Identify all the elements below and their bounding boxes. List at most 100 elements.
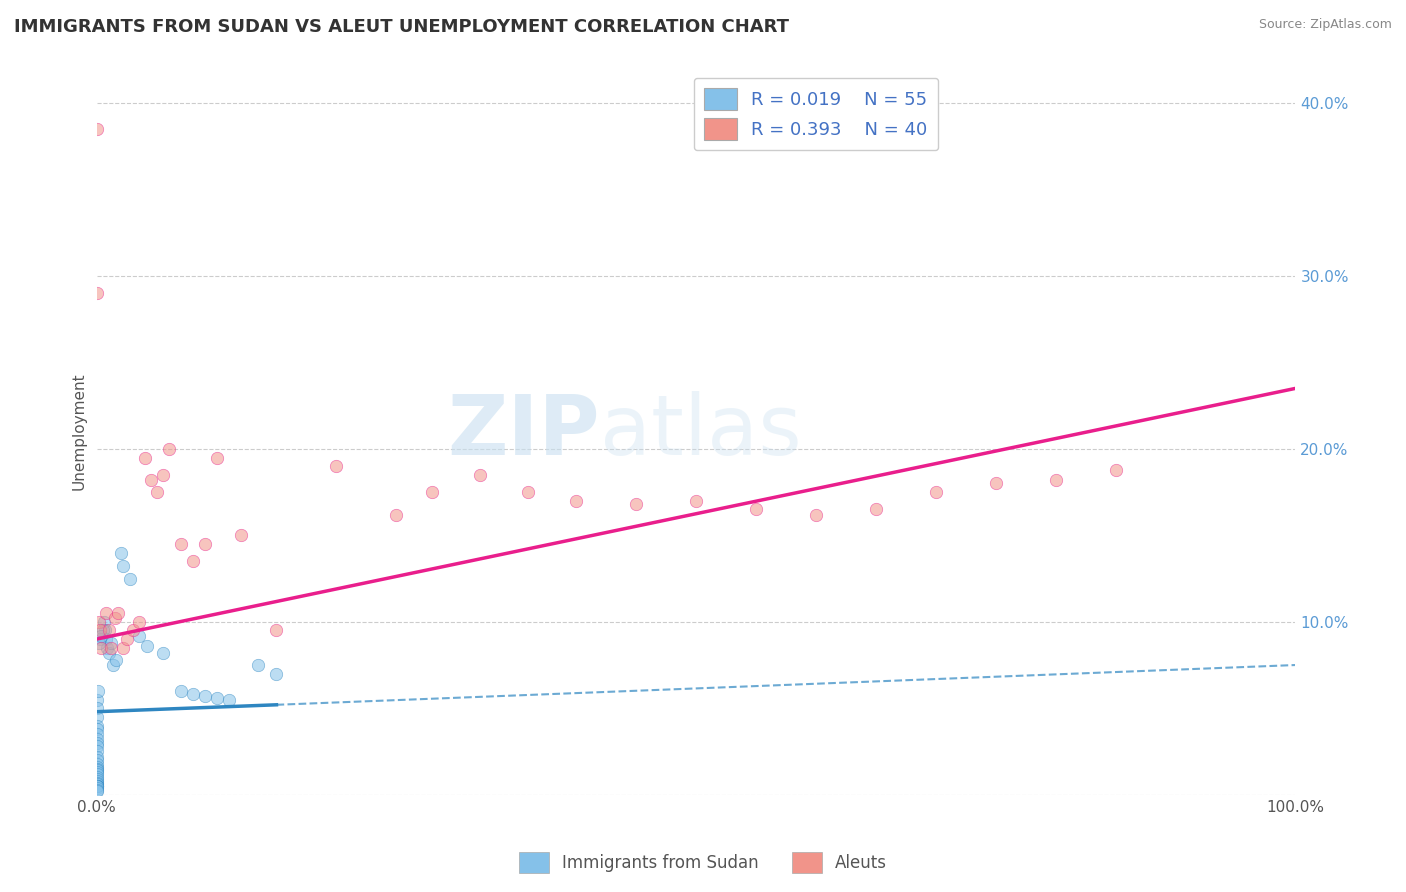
Point bbox=[86, 777, 108, 791]
Point bbox=[121, 624, 143, 638]
Point bbox=[134, 450, 156, 465]
Point bbox=[169, 684, 191, 698]
Point bbox=[325, 459, 347, 474]
Point bbox=[86, 762, 108, 776]
Point bbox=[87, 684, 110, 698]
Point bbox=[86, 779, 108, 793]
Point bbox=[152, 646, 174, 660]
Point bbox=[157, 442, 180, 456]
Point bbox=[86, 775, 108, 789]
Point bbox=[86, 779, 108, 793]
Point bbox=[181, 687, 204, 701]
Point bbox=[96, 606, 118, 620]
Point bbox=[565, 493, 588, 508]
Point bbox=[169, 537, 191, 551]
Point bbox=[470, 467, 492, 482]
Point bbox=[86, 773, 108, 788]
Text: ZIP: ZIP bbox=[447, 391, 600, 472]
Point bbox=[86, 727, 108, 741]
Point bbox=[86, 779, 108, 793]
Point bbox=[104, 653, 127, 667]
Point bbox=[100, 640, 122, 655]
Point bbox=[205, 450, 228, 465]
Text: atlas: atlas bbox=[600, 391, 801, 472]
Point bbox=[152, 467, 174, 482]
Point bbox=[420, 485, 443, 500]
Legend: R = 0.019    N = 55, R = 0.393    N = 40: R = 0.019 N = 55, R = 0.393 N = 40 bbox=[693, 78, 938, 151]
Y-axis label: Unemployment: Unemployment bbox=[72, 373, 86, 491]
Point bbox=[86, 739, 108, 754]
Point bbox=[385, 508, 408, 522]
Point bbox=[86, 767, 108, 781]
Point bbox=[96, 632, 118, 646]
Point bbox=[205, 690, 228, 705]
Point bbox=[1045, 473, 1067, 487]
Point bbox=[86, 760, 108, 774]
Point bbox=[86, 782, 108, 797]
Point bbox=[86, 732, 108, 747]
Point bbox=[86, 780, 108, 795]
Point bbox=[86, 764, 108, 778]
Point bbox=[107, 606, 129, 620]
Point bbox=[145, 485, 167, 500]
Point bbox=[86, 701, 108, 715]
Point bbox=[865, 502, 887, 516]
Point bbox=[247, 658, 270, 673]
Text: Source: ZipAtlas.com: Source: ZipAtlas.com bbox=[1258, 18, 1392, 31]
Point bbox=[984, 476, 1007, 491]
Point bbox=[86, 736, 108, 750]
Point bbox=[86, 744, 108, 758]
Point bbox=[86, 772, 108, 786]
Point bbox=[86, 122, 108, 136]
Point bbox=[97, 646, 120, 660]
Point bbox=[925, 485, 948, 500]
Point bbox=[97, 624, 120, 638]
Point bbox=[193, 537, 215, 551]
Point bbox=[86, 710, 108, 724]
Point bbox=[136, 639, 159, 653]
Point bbox=[1104, 463, 1126, 477]
Point bbox=[112, 559, 135, 574]
Point bbox=[86, 749, 108, 764]
Point bbox=[86, 771, 108, 785]
Text: IMMIGRANTS FROM SUDAN VS ALEUT UNEMPLOYMENT CORRELATION CHART: IMMIGRANTS FROM SUDAN VS ALEUT UNEMPLOYM… bbox=[14, 18, 789, 36]
Point bbox=[120, 572, 142, 586]
Point bbox=[86, 756, 108, 771]
Point bbox=[218, 692, 240, 706]
Point bbox=[624, 497, 647, 511]
Point bbox=[517, 485, 540, 500]
Point bbox=[115, 632, 138, 646]
Point bbox=[100, 635, 122, 649]
Point bbox=[94, 624, 117, 638]
Point bbox=[86, 286, 108, 301]
Point bbox=[86, 779, 108, 793]
Point bbox=[89, 624, 111, 638]
Point bbox=[86, 718, 108, 732]
Point bbox=[139, 473, 162, 487]
Point bbox=[103, 658, 125, 673]
Point bbox=[266, 624, 288, 638]
Point bbox=[685, 493, 707, 508]
Point bbox=[91, 624, 114, 638]
Point bbox=[128, 615, 150, 629]
Point bbox=[86, 722, 108, 736]
Point bbox=[745, 502, 768, 516]
Point bbox=[193, 689, 215, 703]
Point bbox=[86, 753, 108, 767]
Point bbox=[89, 632, 111, 646]
Point bbox=[93, 615, 115, 629]
Point bbox=[96, 640, 118, 655]
Point bbox=[90, 640, 112, 655]
Point bbox=[804, 508, 827, 522]
Point bbox=[128, 629, 150, 643]
Point bbox=[90, 629, 112, 643]
Point bbox=[266, 666, 288, 681]
Legend: Immigrants from Sudan, Aleuts: Immigrants from Sudan, Aleuts bbox=[512, 846, 894, 880]
Point bbox=[112, 640, 135, 655]
Point bbox=[86, 765, 108, 780]
Point bbox=[110, 546, 132, 560]
Point bbox=[181, 554, 204, 568]
Point bbox=[104, 611, 127, 625]
Point bbox=[229, 528, 252, 542]
Point bbox=[87, 615, 110, 629]
